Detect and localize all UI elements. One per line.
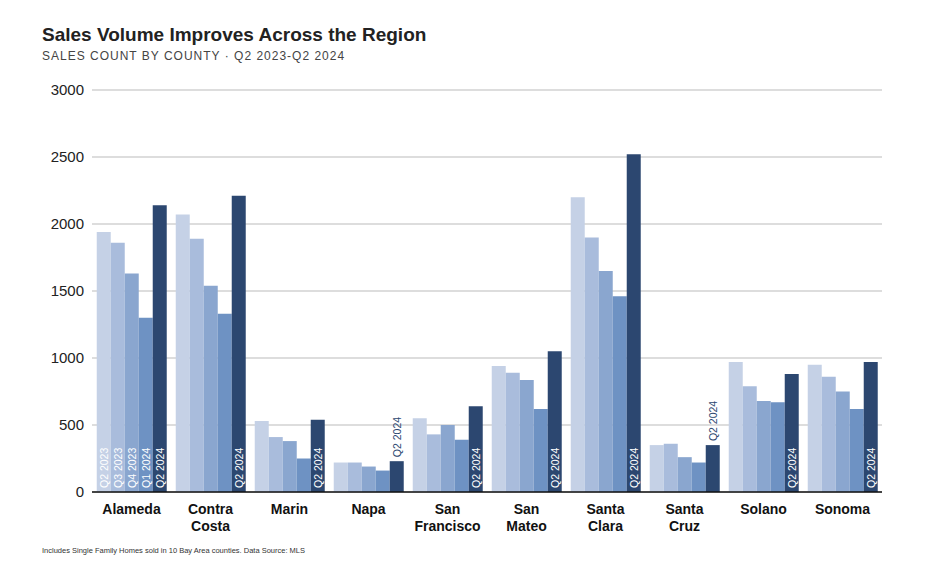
svg-text:Alameda: Alameda [102, 501, 161, 517]
svg-text:SanMateo: SanMateo [506, 501, 546, 534]
html-text:SALES COUNT BY COUNTY · Q2 202: SALES COUNT BY COUNTY · Q2 2023-Q2 2024 [42, 49, 346, 63]
svg-text:Q2 2024: Q2 2024 [312, 448, 324, 488]
svg-text:SanFrancisco: SanFrancisco [414, 501, 480, 534]
svg-text:Q2 2024: Q2 2024 [154, 448, 166, 488]
svg-text:Napa: Napa [351, 501, 385, 517]
svg-text:Q2 2023: Q2 2023 [98, 448, 110, 488]
svg-text:500: 500 [59, 416, 84, 433]
svg-text:1000: 1000 [51, 349, 84, 366]
svg-text:2000: 2000 [51, 215, 84, 232]
svg-text:Marin: Marin [271, 501, 308, 517]
html-text:Includes Single Family Homes s: Includes Single Family Homes sold in 10 … [42, 546, 305, 555]
svg-text:Q2 2024: Q2 2024 [786, 448, 798, 488]
svg-text:Q3 2023: Q3 2023 [112, 448, 124, 488]
svg-text:Q2 2024: Q2 2024 [549, 448, 561, 488]
svg-text:Q2 2024: Q2 2024 [865, 448, 877, 488]
svg-text:Q2 2024: Q2 2024 [391, 417, 403, 457]
svg-text:2500: 2500 [51, 148, 84, 165]
svg-text:1500: 1500 [51, 282, 84, 299]
html-text:Sales Volume Improves Across t: Sales Volume Improves Across the Region [42, 24, 427, 45]
svg-text:Q2 2024: Q2 2024 [707, 401, 719, 441]
svg-text:Q2 2024: Q2 2024 [628, 448, 640, 488]
svg-text:3000: 3000 [51, 81, 84, 98]
svg-text:0: 0 [76, 483, 84, 500]
svg-text:SantaCruz: SantaCruz [665, 501, 703, 534]
svg-text:Q2 2024: Q2 2024 [470, 448, 482, 488]
svg-text:Q1 2024: Q1 2024 [140, 448, 152, 488]
svg-text:ContraCosta: ContraCosta [188, 501, 233, 534]
svg-text:Solano: Solano [740, 501, 787, 517]
svg-text:Q2 2024: Q2 2024 [233, 448, 245, 488]
svg-text:Sonoma: Sonoma [815, 501, 870, 517]
svg-text:Q4 2023: Q4 2023 [126, 448, 138, 488]
svg-text:SantaClara: SantaClara [586, 501, 624, 534]
